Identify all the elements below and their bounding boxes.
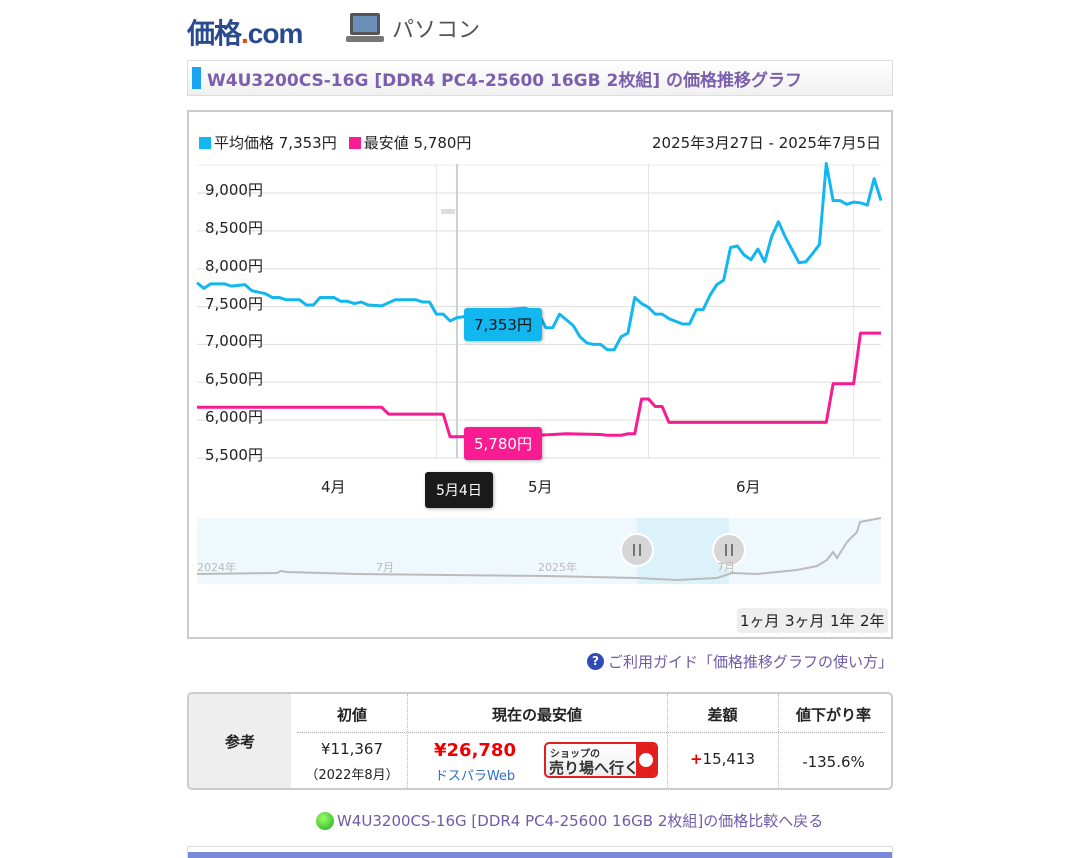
price-chart: 平均価格 7,353円 最安値 5,780円 2025年3月27日 - 2025…: [187, 110, 893, 639]
navigator-handle[interactable]: [620, 533, 654, 567]
navigator-label: 2024年: [197, 561, 236, 574]
computer-icon: [346, 13, 384, 43]
navigator-label: 7月: [717, 561, 735, 574]
page-title: W4U3200CS-16G [DDR4 PC4-25600 16GB 2枚組] …: [207, 70, 803, 91]
x-tick: 6月: [736, 478, 761, 496]
chart-legend: 平均価格 7,353円 最安値 5,780円: [199, 132, 471, 153]
guide-link[interactable]: ? ご利用ガイド「価格推移グラフの使い方」: [586, 651, 893, 672]
go-to-shop-button[interactable]: ショップの 売り場へ行く: [544, 742, 658, 778]
tooltip-min: 5,780円: [464, 427, 542, 460]
price-diff: +15,413: [689, 750, 756, 768]
navigator-label: 2025年: [538, 561, 577, 574]
reference-table: 参考 初値 現在の最安値 差額 値下がり率 ¥11,367 （2022年8月） …: [187, 692, 893, 790]
guide-link-text[interactable]: ご利用ガイド「価格推移グラフの使い方」: [607, 653, 893, 671]
header-current: 現在の最安値: [491, 706, 582, 724]
x-tick: 4月: [321, 478, 346, 496]
navigator-handle[interactable]: [712, 533, 746, 567]
drop-rate: -135.6%: [802, 753, 865, 771]
date-range: 2025年3月27日 - 2025年7月5日: [651, 134, 881, 152]
title-marker: [192, 67, 201, 89]
back-link-text[interactable]: W4U3200CS-16G [DDR4 PC4-25600 16GB 2枚組]の…: [337, 812, 824, 830]
header-initial: 初値: [336, 706, 367, 724]
back-link[interactable]: W4U3200CS-16G [DDR4 PC4-25600 16GB 2枚組]の…: [316, 810, 823, 831]
navigator-label: 7月: [376, 561, 394, 574]
handle-grip-icon: [633, 544, 641, 556]
section-pc[interactable]: パソコン: [346, 12, 480, 44]
range-1m-button[interactable]: 1ヶ月: [737, 608, 783, 633]
reference-label: 参考: [189, 694, 291, 788]
page-title-bar: W4U3200CS-16G [DDR4 PC4-25600 16GB 2枚組] …: [187, 60, 893, 96]
min-price-line: [197, 331, 881, 439]
kakaku-logo[interactable]: 価格.com: [187, 18, 303, 49]
x-tick: 5月: [528, 478, 553, 496]
help-icon: ?: [586, 653, 604, 670]
legend-min[interactable]: 最安値 5,780円: [348, 132, 471, 153]
initial-price: ¥11,367: [320, 740, 384, 758]
y-tick: 6,500円: [205, 370, 263, 389]
y-tick: 6,000円: [205, 408, 263, 427]
range-1y-button[interactable]: 1年: [827, 608, 858, 633]
tooltip-avg: 7,353円: [464, 308, 542, 341]
initial-date: （2022年8月）: [305, 768, 399, 783]
handle-grip-icon: [725, 544, 733, 556]
y-tick: 7,500円: [205, 294, 263, 313]
y-tick: 8,500円: [205, 218, 263, 237]
range-3m-button[interactable]: 3ヶ月: [782, 608, 828, 633]
y-tick: 5,500円: [205, 446, 263, 464]
range-2y-button[interactable]: 2年: [857, 608, 888, 633]
play-arrow-icon: [636, 744, 656, 776]
shop-name[interactable]: ドスパラWeb: [434, 769, 516, 784]
back-arrow-icon: [316, 811, 334, 830]
y-tick: 9,000円: [205, 181, 263, 199]
y-tick: 7,000円: [205, 332, 263, 351]
header-diff: 差額: [707, 706, 738, 724]
chart-plot[interactable]: [189, 112, 891, 637]
avg-price-line: [196, 161, 883, 352]
navigator-line: [196, 517, 882, 582]
marker: [441, 209, 455, 214]
next-section-bar: [187, 846, 893, 858]
header-rate: 値下がり率: [795, 706, 871, 724]
legend-avg[interactable]: 平均価格 7,353円: [199, 132, 337, 153]
current-price[interactable]: ¥26,780: [434, 740, 516, 761]
tooltip-date: 5月4日: [425, 472, 493, 508]
section-label: パソコン: [392, 18, 481, 43]
y-tick: 8,000円: [205, 256, 263, 275]
